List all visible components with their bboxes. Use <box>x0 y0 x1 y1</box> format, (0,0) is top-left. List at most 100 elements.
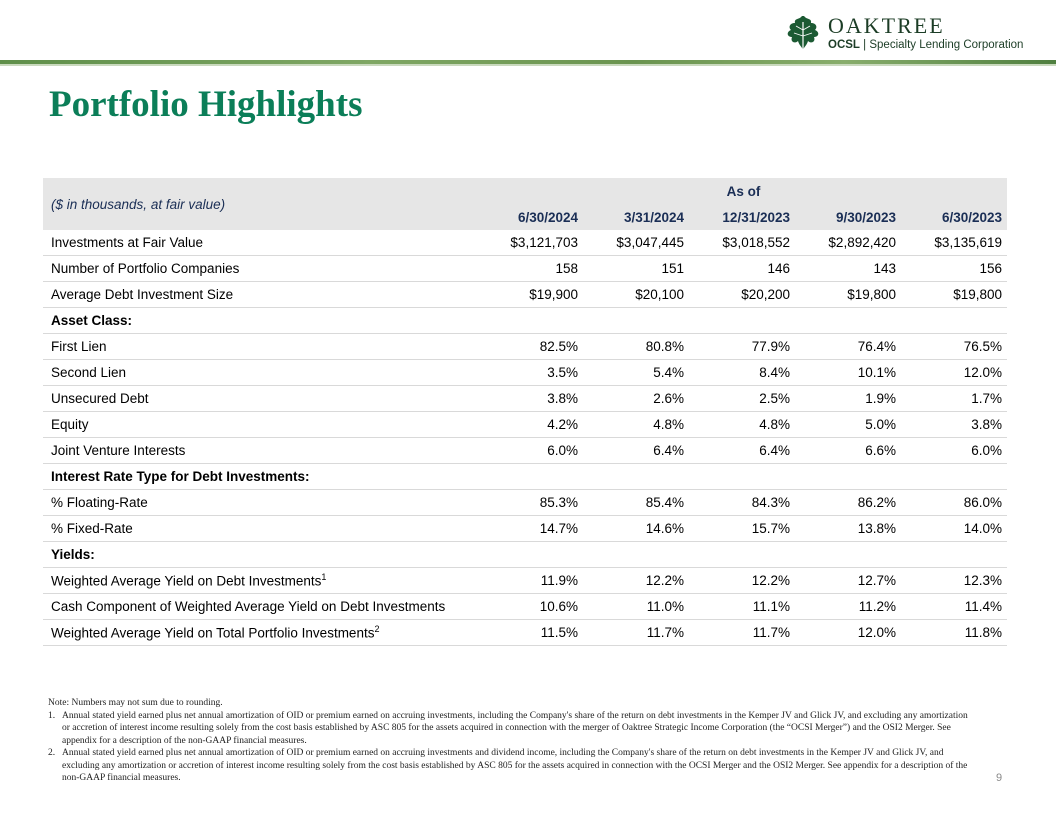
table-row: Equity 4.2% 4.8% 4.8% 5.0% 3.8% <box>43 411 1007 438</box>
value-cell: 10.6% <box>477 593 583 620</box>
row-label-text: Interest Rate Type for Debt Investments: <box>51 469 310 484</box>
value-cell: 3.5% <box>477 359 583 386</box>
value-cell: 11.7% <box>689 619 795 646</box>
row-label-text: First Lien <box>51 339 107 354</box>
table-row: Unsecured Debt 3.8% 2.6% 2.5% 1.9% 1.7% <box>43 385 1007 412</box>
value-cell: 85.3% <box>477 489 583 516</box>
row-label-text: Asset Class: <box>51 313 133 328</box>
company-logo: OAKTREE OCSL | Specialty Lending Corpora… <box>784 12 1024 54</box>
rounding-note: Note: Numbers may not sum due to roundin… <box>48 698 223 708</box>
row-label-text: Weighted Average Yield on Total Portfoli… <box>51 625 375 641</box>
value-cell: $19,900 <box>477 281 583 308</box>
value-cell: 10.1% <box>795 359 901 386</box>
row-label: Unsecured Debt <box>43 385 477 412</box>
value-cell: $3,018,552 <box>689 230 795 256</box>
value-cell: $19,800 <box>795 281 901 308</box>
table-row: First Lien 82.5% 80.8% 77.9% 76.4% 76.5% <box>43 333 1007 360</box>
value-cell: 6.4% <box>583 437 689 464</box>
footnote-ref: 2 <box>374 624 380 635</box>
table-row: Number of Portfolio Companies 158 151 146 14… <box>43 255 1007 282</box>
section-label: Yields: <box>43 541 1007 568</box>
value-cell: 11.9% <box>477 567 583 594</box>
table-row: Second Lien 3.5% 5.4% 8.4% 10.1% 12.0% <box>43 359 1007 386</box>
section-row: Asset Class: <box>43 307 1007 334</box>
page-title: Portfolio Highlights <box>49 84 363 125</box>
header-row-asof: ($ in thousands, at fair value) As of <box>43 178 1007 230</box>
value-cell: 11.4% <box>901 593 1007 620</box>
value-cell: $20,200 <box>689 281 795 308</box>
as-of-label: As of <box>477 178 1007 204</box>
value-cell: 6.0% <box>901 437 1007 464</box>
row-label-text: Yields: <box>51 547 95 562</box>
footnote-number: 2. <box>48 748 56 758</box>
row-label-text: Investments at Fair Value <box>51 235 204 250</box>
value-cell: 86.2% <box>795 489 901 516</box>
table-row: Weighted Average Yield on Total Portfoli… <box>43 619 1007 646</box>
logo-subtitle: OCSL | Specialty Lending Corporation <box>828 39 1023 51</box>
value-cell: 4.2% <box>477 411 583 438</box>
date-header: 6/30/2023 <box>901 204 1007 230</box>
row-label: Cash Component of Weighted Average Yield… <box>43 593 477 620</box>
date-header: 9/30/2023 <box>795 204 901 230</box>
value-cell: $20,100 <box>583 281 689 308</box>
unit-note: ($ in thousands, at fair value) <box>43 178 477 230</box>
section-row: Interest Rate Type for Debt Investments: <box>43 463 1007 490</box>
value-cell: $3,135,619 <box>901 230 1007 256</box>
oak-leaf-icon <box>787 16 819 51</box>
section-label: Asset Class: <box>43 307 1007 334</box>
row-label-text: Equity <box>51 417 89 432</box>
value-cell: 14.6% <box>583 515 689 542</box>
row-label-text: Cash Component of Weighted Average Yield… <box>51 599 446 614</box>
table-row: % Fixed-Rate 14.7% 14.6% 15.7% 13.8% 14.0% <box>43 515 1007 542</box>
row-label: Weighted Average Yield on Total Portfoli… <box>43 619 477 646</box>
value-cell: 3.8% <box>901 411 1007 438</box>
footnotes: Note: Numbers may not sum due to roundin… <box>48 697 978 785</box>
value-cell: $2,892,420 <box>795 230 901 256</box>
date-header: 3/31/2024 <box>583 204 689 230</box>
header-rule <box>0 60 1056 64</box>
value-cell: 12.2% <box>689 567 795 594</box>
value-cell: 2.6% <box>583 385 689 412</box>
footnote-ref: 1 <box>321 572 327 583</box>
row-label: First Lien <box>43 333 477 360</box>
table-row: Investments at Fair Value $3,121,703 $3,04… <box>43 230 1007 256</box>
value-cell: 85.4% <box>583 489 689 516</box>
table-row: Average Debt Investment Size $19,900 $20,1… <box>43 281 1007 308</box>
row-label-text: Average Debt Investment Size <box>51 287 234 302</box>
value-cell: 2.5% <box>689 385 795 412</box>
footnote-text: Annual stated yield earned plus net annu… <box>62 748 968 783</box>
value-cell: 76.5% <box>901 333 1007 360</box>
value-cell: 146 <box>689 255 795 282</box>
value-cell: 5.4% <box>583 359 689 386</box>
value-cell: 12.3% <box>901 567 1007 594</box>
footnote: 2. Annual stated yield earned plus net a… <box>48 747 978 785</box>
footnote-text: Annual stated yield earned plus net annu… <box>62 710 968 746</box>
value-cell: 11.1% <box>689 593 795 620</box>
value-cell: 5.0% <box>795 411 901 438</box>
value-cell: 11.7% <box>583 619 689 646</box>
value-cell: 80.8% <box>583 333 689 360</box>
table-row: Joint Venture Interests 6.0% 6.4% 6.4% 6.6% 6… <box>43 437 1007 464</box>
value-cell: 1.7% <box>901 385 1007 412</box>
value-cell: 6.4% <box>689 437 795 464</box>
value-cell: 151 <box>583 255 689 282</box>
row-label-text: % Fixed-Rate <box>51 521 133 536</box>
value-cell: 14.0% <box>901 515 1007 542</box>
value-cell: 13.8% <box>795 515 901 542</box>
value-cell: 11.8% <box>901 619 1007 646</box>
section-label: Interest Rate Type for Debt Investments: <box>43 463 1007 490</box>
row-label: % Fixed-Rate <box>43 515 477 542</box>
logo-company: Specialty Lending Corporation <box>869 39 1024 51</box>
table-row: Weighted Average Yield on Debt Investmen… <box>43 567 1007 594</box>
page-number: 9 <box>996 772 1003 784</box>
value-cell: $19,800 <box>901 281 1007 308</box>
value-cell: 6.6% <box>795 437 901 464</box>
value-cell: 86.0% <box>901 489 1007 516</box>
value-cell: 12.7% <box>795 567 901 594</box>
row-label-text: Weighted Average Yield on Debt Investmen… <box>51 573 322 589</box>
value-cell: 1.9% <box>795 385 901 412</box>
value-cell: 4.8% <box>583 411 689 438</box>
logo-separator: | <box>863 39 867 51</box>
row-label-text: Number of Portfolio Companies <box>51 261 240 276</box>
row-label: Equity <box>43 411 477 438</box>
